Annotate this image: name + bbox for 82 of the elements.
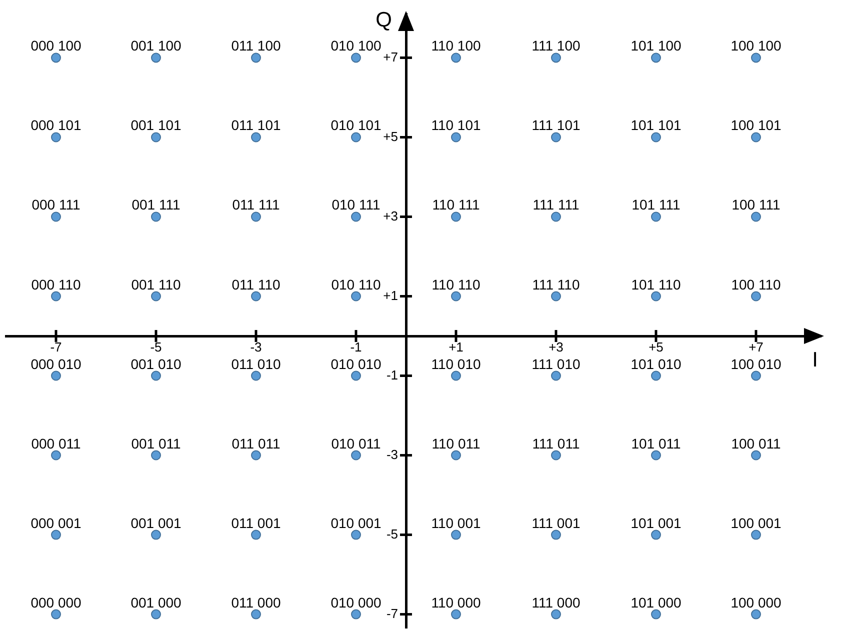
annotation: 011 101 — [231, 117, 281, 134]
x-tick-label: +1 — [448, 339, 464, 354]
annotation: 111 011 — [532, 435, 580, 452]
annotation: 001 011 — [131, 435, 181, 452]
annotation: 110 100 — [431, 38, 481, 54]
annotation: 011 111 — [232, 196, 280, 213]
annotation: 100 101 — [730, 117, 782, 134]
annotation: 011 011 — [232, 435, 280, 452]
annotation: 000 110 — [31, 276, 81, 292]
annotation: 101 110 — [631, 276, 681, 292]
annotation: 001 111 — [132, 196, 180, 213]
annotation: 101 011 — [631, 435, 681, 452]
y-tick-label: -7 — [386, 606, 398, 621]
y-tick-label: -1 — [386, 367, 398, 382]
x-tick-label: +3 — [548, 339, 564, 354]
annotation: 001 001 — [130, 514, 182, 531]
annotation: 000 111 — [32, 196, 80, 213]
annotation: 110 000 — [431, 594, 481, 610]
y-axis-title: Q — [376, 8, 392, 32]
annotation: 000 011 — [31, 435, 81, 452]
x-tick-label: -7 — [50, 339, 62, 354]
x-tick-label: -3 — [250, 339, 262, 354]
annotation: 100 011 — [731, 435, 781, 452]
annotation: 000 010 — [30, 356, 82, 372]
annotation: 010 100 — [330, 38, 382, 54]
annotation: 011 100 — [231, 38, 281, 54]
annotation: 000 101 — [30, 117, 82, 134]
annotation: 111 000 — [532, 594, 580, 610]
annotation: 100 001 — [730, 514, 782, 531]
annotation: 001 000 — [130, 594, 182, 610]
annotation: 000 001 — [30, 514, 82, 531]
annotation: 101 100 — [630, 38, 682, 54]
y-tick-label: +7 — [383, 49, 398, 64]
annotation: 111 100 — [532, 38, 580, 54]
annotation: 100 100 — [730, 38, 782, 54]
annotation: 111 010 — [532, 356, 580, 372]
annotation: 011 010 — [231, 356, 281, 372]
annotation: 011 000 — [231, 594, 281, 610]
annotation: 101 010 — [630, 356, 682, 372]
annotation: 100 010 — [730, 356, 782, 372]
y-tick-label: +3 — [383, 208, 398, 224]
annotation: 101 101 — [630, 117, 682, 134]
annotation: 010 000 — [330, 594, 382, 610]
annotation: 011 110 — [232, 276, 280, 292]
annotation: 101 001 — [630, 514, 682, 531]
annotation: 111 111 — [532, 196, 580, 213]
annotation: 001 010 — [130, 356, 182, 372]
x-tick-label: -5 — [150, 339, 162, 354]
annotation: 110 011 — [432, 435, 480, 452]
y-tick-label: -3 — [386, 446, 398, 462]
annotation: 010 110 — [331, 276, 381, 292]
y-tick-label: +1 — [383, 288, 398, 303]
annotation: 011 001 — [231, 514, 281, 531]
annotation: 111 110 — [532, 276, 580, 292]
annotation: 010 101 — [330, 117, 382, 134]
annotation: 001 110 — [131, 276, 181, 292]
annotation: 100 000 — [730, 594, 782, 610]
x-tick-label: +7 — [748, 339, 764, 354]
annotation: 110 101 — [431, 117, 481, 134]
annotation: 001 100 — [130, 38, 182, 54]
annotation: 010 011 — [331, 435, 381, 452]
annotation: 100 111 — [732, 196, 780, 213]
annotation: 010 111 — [332, 196, 380, 213]
y-tick-label: +5 — [383, 128, 398, 144]
annotation: 110 111 — [432, 196, 480, 213]
annotation: 111 101 — [532, 117, 580, 134]
annotation: 010 010 — [330, 356, 382, 372]
x-tick-label: +5 — [648, 339, 664, 354]
annotation: 110 010 — [431, 356, 481, 372]
y-tick-label: -5 — [386, 526, 398, 542]
annotation: 100 110 — [731, 276, 781, 292]
annotation: 110 001 — [431, 514, 481, 531]
annotation: 001 101 — [130, 117, 182, 134]
annotation: 000 100 — [30, 38, 82, 54]
annotation: 110 110 — [432, 276, 480, 292]
x-axis-title: I — [812, 348, 818, 372]
x-tick-label: -1 — [350, 339, 362, 354]
annotation: 010 001 — [330, 514, 382, 531]
annotation: 101 000 — [630, 594, 682, 610]
annotation: 101 111 — [632, 196, 680, 213]
annotation: 000 000 — [30, 594, 82, 610]
annotation: 111 001 — [532, 514, 580, 531]
